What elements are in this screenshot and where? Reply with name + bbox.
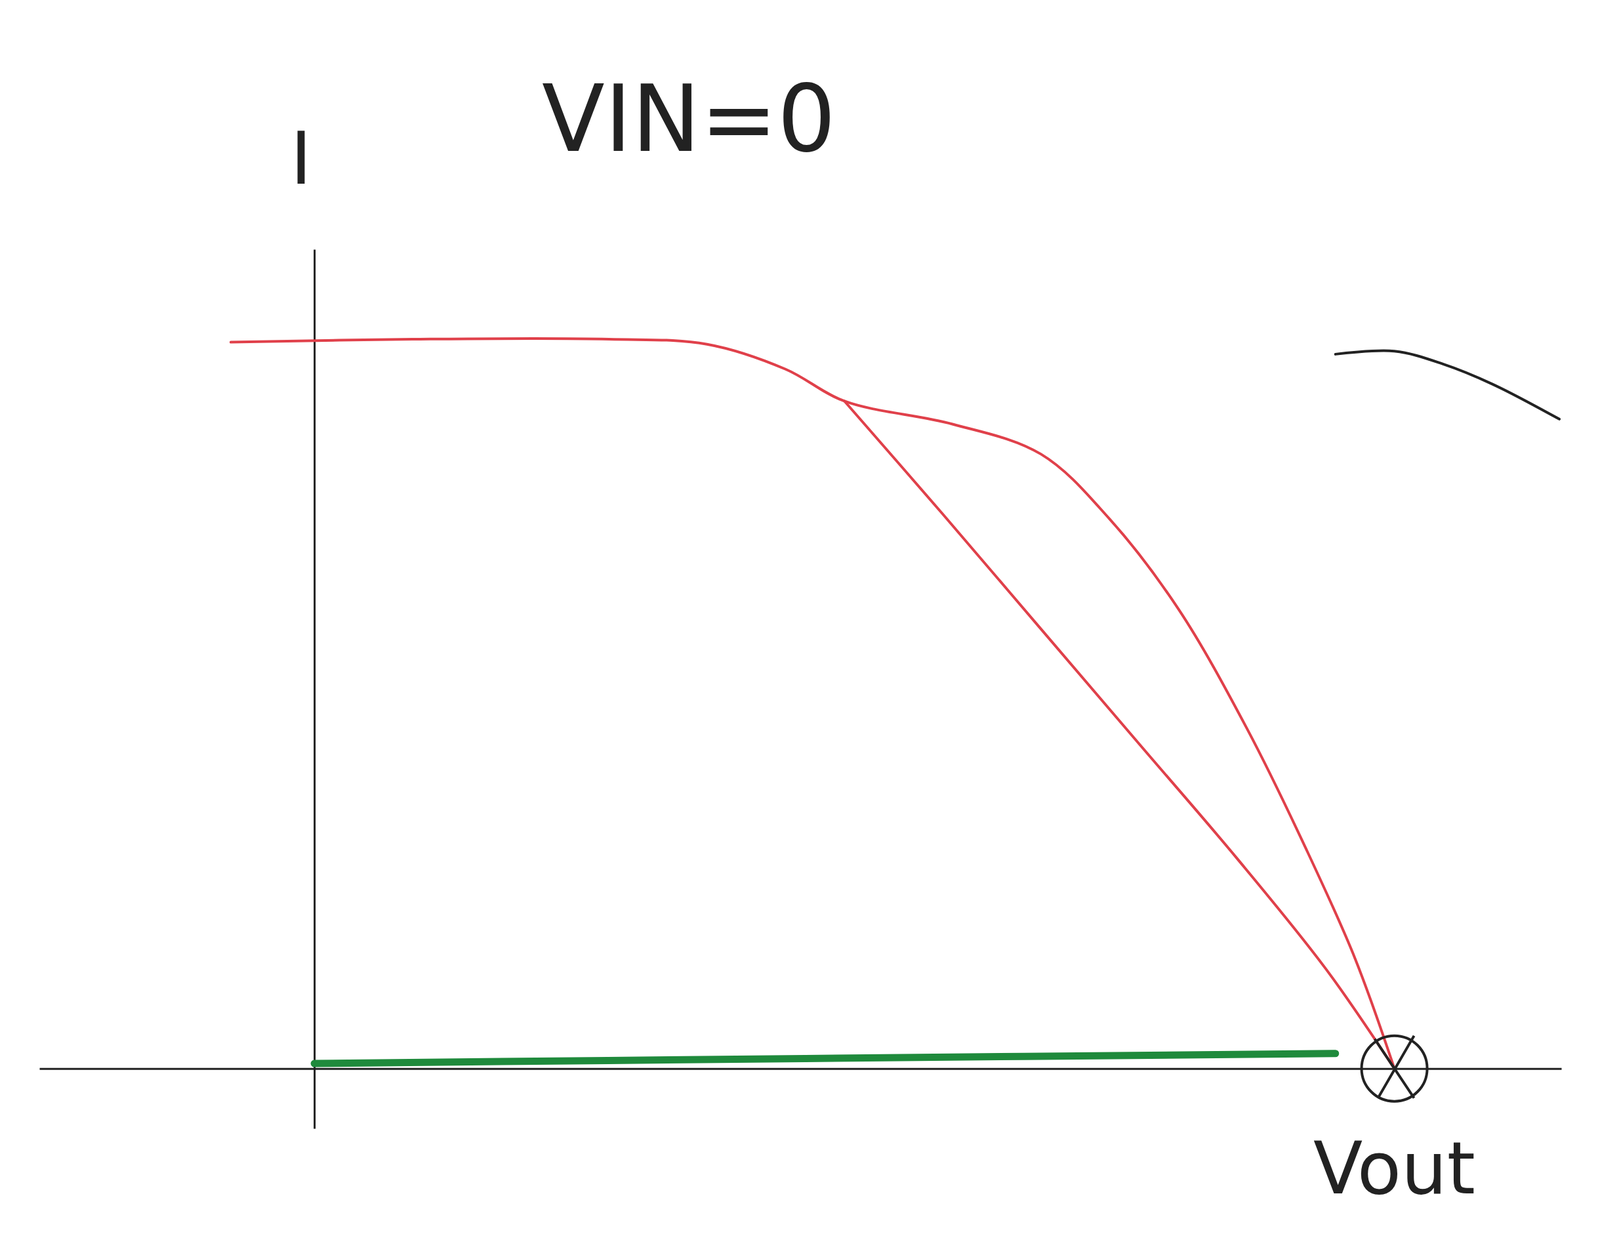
series-line [314, 1053, 1336, 1064]
series-line [1335, 350, 1560, 420]
marker-circle [1361, 1035, 1428, 1102]
marker-cross [1378, 1035, 1415, 1099]
x-axis-line [40, 1067, 1562, 1070]
x-axis [40, 1068, 1562, 1070]
series-line [230, 338, 1395, 1069]
chart: VIN=0 I Vout [0, 0, 1600, 1238]
title: VIN=0 [541, 65, 836, 173]
x-axis-title: Vout [1313, 1126, 1476, 1211]
y-axis-line [313, 249, 316, 1129]
y-axis [314, 249, 315, 1129]
series-line [844, 400, 1395, 1068]
point-marker [1361, 1035, 1428, 1102]
y-axis-title: I [290, 116, 312, 201]
plot-marks [230, 338, 1560, 1102]
